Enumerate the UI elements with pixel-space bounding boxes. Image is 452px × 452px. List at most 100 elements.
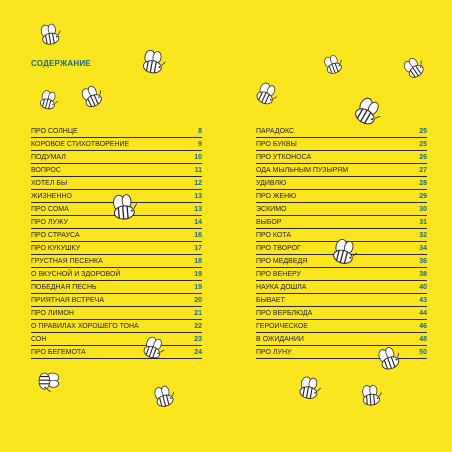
toc-entry[interactable]: УДИВЛЮ 28 — [256, 177, 427, 190]
page-heading: СОДЕРЖАНИЕ — [31, 59, 91, 68]
toc-entry[interactable]: О ПРАВИЛАХ ХОРОШЕГО ТОНА 22 — [31, 320, 202, 333]
toc-entry[interactable]: ПРО ЛУЖУ 14 — [31, 216, 202, 229]
toc-entry[interactable]: ПАРАДОКС 25 — [256, 125, 427, 138]
bee-icon — [399, 52, 431, 84]
toc-entry[interactable]: ПОБЕДНАЯ ПЕСНЬ 19 — [31, 281, 202, 294]
bee-icon — [138, 48, 170, 78]
toc-entry-page: 43 — [419, 297, 427, 304]
toc-entry-page: 9 — [198, 141, 202, 148]
toc-entry[interactable]: ПРО БЕГЕМОТА 24 — [31, 346, 202, 359]
toc-entry-title: ПРО СОМА — [31, 206, 69, 213]
toc-entry-page: 50 — [419, 349, 427, 356]
toc-entry[interactable]: ПРО КУКУШКУ 17 — [31, 242, 202, 255]
toc-entry-title: ПРО КУКУШКУ — [31, 245, 81, 252]
toc-entry[interactable]: ВОПРОС 11 — [31, 164, 202, 177]
toc-entry[interactable]: ПРО СОЛНЦЕ 8 — [31, 125, 202, 138]
toc-entry-page: 25 — [419, 141, 427, 148]
toc-entry-page: 21 — [194, 310, 202, 317]
toc-entry[interactable]: НАУКА ДОШЛА 40 — [256, 281, 427, 294]
toc-entry[interactable]: ПРО УТКОНОСА 26 — [256, 151, 427, 164]
bee-icon — [348, 93, 389, 133]
toc-entry-page: 13 — [194, 193, 202, 200]
toc-entry-title: ПРО СОЛНЦЕ — [31, 128, 78, 135]
toc-entry-page: 25 — [419, 128, 427, 135]
bee-icon — [37, 21, 66, 48]
bee-icon — [251, 79, 284, 111]
toc-entry[interactable]: ОДА МЫЛЬНЫМ ПУЗЫРЯМ 27 — [256, 164, 427, 177]
toc-entry-title: ПРИЯТНАЯ ВСТРЕЧА — [31, 297, 104, 304]
toc-entry-title: ПАРАДОКС — [256, 128, 295, 135]
toc-entry[interactable]: ПРО ВЕНЕРУ 38 — [256, 268, 427, 281]
toc-entry-page: 40 — [419, 284, 427, 291]
toc-entry[interactable]: ГЕРОИЧЕСКОЕ 46 — [256, 320, 427, 333]
bee-icon — [35, 88, 62, 114]
toc-entry-page: 46 — [419, 323, 427, 330]
toc-entry-page: 20 — [194, 297, 202, 304]
toc-entry[interactable]: О ВКУСНОЙ И ЗДОРОВОЙ 19 — [31, 268, 202, 281]
toc-entry-page: 14 — [194, 219, 202, 226]
bee-icon — [36, 369, 60, 394]
toc-entry-page: 23 — [194, 336, 202, 343]
bee-icon — [108, 192, 141, 223]
toc-entry-title: ВЫБОР — [256, 219, 282, 226]
toc-entry[interactable]: ПОДУМАЛ 10 — [31, 151, 202, 164]
toc-entry-title: ЭСКИМО — [256, 206, 287, 213]
toc-entry[interactable]: ПРО ЛУНУ 50 — [256, 346, 427, 359]
toc-entry[interactable]: ПРО ЖЕНЮ 29 — [256, 190, 427, 203]
toc-entry-page: 10 — [194, 154, 202, 161]
toc-entry-page: 11 — [194, 167, 202, 174]
toc-entry-title: В ОЖИДАНИИ — [256, 336, 304, 343]
toc-entry[interactable]: ХОТЕЛ БЫ 12 — [31, 177, 202, 190]
toc-entry-page: 48 — [419, 336, 427, 343]
toc-entry-title: ПРО ВЕНЕРУ — [256, 271, 301, 278]
toc-entry-page: 17 — [194, 245, 202, 252]
bee-icon — [138, 334, 170, 365]
toc-entry-title: ПРО ЛУЖУ — [31, 219, 69, 226]
toc-entry-page: 16 — [194, 232, 202, 239]
toc-entry-title: ГЕРОИЧЕСКОЕ — [256, 323, 308, 330]
toc-entry-page: 38 — [419, 271, 427, 278]
toc-entry-title: ПРО МЕДВЕДЯ — [256, 258, 308, 265]
toc-entry[interactable]: ПРО СТРАУСА 16 — [31, 229, 202, 242]
bee-icon — [327, 236, 362, 270]
toc-entry[interactable]: ГРУСТНАЯ ПЕСЕНКА 18 — [31, 255, 202, 268]
toc-entry[interactable]: ПРО ЛИМОН 21 — [31, 307, 202, 320]
toc-entry-page: 22 — [194, 323, 202, 330]
toc-entry[interactable]: ПРО БУКВЫ 25 — [256, 138, 427, 151]
toc-entry-page: 19 — [194, 284, 202, 291]
toc-entry[interactable]: КОРОВОЕ СТИХОТВОРЕНИЕ 9 — [31, 138, 202, 151]
toc-entry-page: 36 — [419, 258, 427, 265]
toc-entry-page: 32 — [419, 232, 427, 239]
toc-entry-page: 34 — [419, 245, 427, 252]
toc-entry-title: ХОТЕЛ БЫ — [31, 180, 68, 187]
toc-entry[interactable]: ВЫБОР 31 — [256, 216, 427, 229]
toc-entry-title: ПОБЕДНАЯ ПЕСНЬ — [31, 284, 97, 291]
toc-entry[interactable]: ЭСКИМО 30 — [256, 203, 427, 216]
bee-icon — [150, 382, 180, 411]
bee-icon — [77, 81, 110, 113]
toc-entry-title: ПРО КОТА — [256, 232, 292, 239]
toc-entry-title: ПРО БУКВЫ — [256, 141, 297, 148]
toc-entry-title: ПОДУМАЛ — [31, 154, 66, 161]
toc-entry[interactable]: БЫВАЕТ 43 — [256, 294, 427, 307]
toc-entry-page: 28 — [419, 180, 427, 187]
toc-entry-title: О ВКУСНОЙ И ЗДОРОВОЙ — [31, 271, 121, 278]
toc-entry-title: ГРУСТНАЯ ПЕСЕНКА — [31, 258, 103, 265]
toc-entry-title: ПРО ЖЕНЮ — [256, 193, 297, 200]
toc-entry-page: 44 — [419, 310, 427, 317]
toc-entry-page: 31 — [419, 219, 427, 226]
toc-entry-title: О ПРАВИЛАХ ХОРОШЕГО ТОНА — [31, 323, 139, 330]
toc-entry[interactable]: СОН 23 — [31, 333, 202, 346]
bee-icon — [320, 51, 348, 78]
toc-entry[interactable]: ПРО ВЕРБЛЮДА 44 — [256, 307, 427, 320]
toc-entry[interactable]: В ОЖИДАНИИ 48 — [256, 333, 427, 346]
toc-entry-title: НАУКА ДОШЛА — [256, 284, 307, 291]
toc-entry-title: ПРО СТРАУСА — [31, 232, 80, 239]
bee-icon — [295, 375, 325, 404]
toc-entry-title: ПРО ТВОРОГ — [256, 245, 301, 252]
toc-entry-title: ЖИЗНЕННО — [31, 193, 73, 200]
toc-entry-title: ПРО БЕГЕМОТА — [31, 349, 86, 356]
toc-entry[interactable]: ПРИЯТНАЯ ВСТРЕЧА 20 — [31, 294, 202, 307]
toc-entry-page: 13 — [194, 206, 202, 213]
toc-entry[interactable]: ПРО МЕДВЕДЯ 36 — [256, 255, 427, 268]
